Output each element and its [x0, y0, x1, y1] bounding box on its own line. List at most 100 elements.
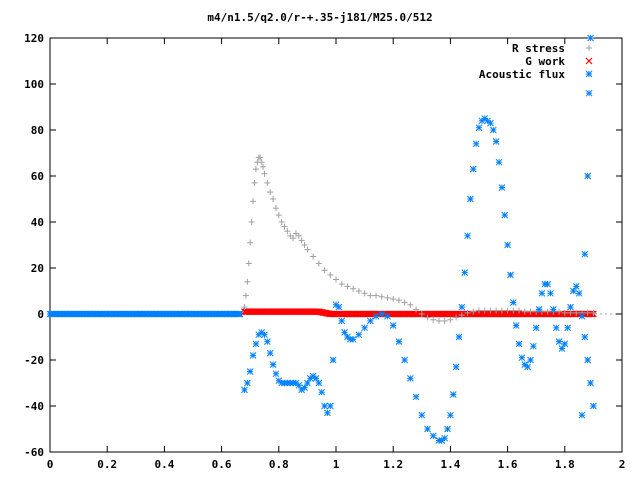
data-point: [498, 184, 506, 191]
data-point: [552, 324, 560, 332]
data-point: [581, 250, 589, 258]
x-tick-label: 2: [619, 458, 626, 471]
data-point: [350, 285, 357, 292]
data-point: [512, 322, 520, 329]
data-point: [384, 312, 391, 320]
data-point: [321, 402, 328, 410]
data-point: [550, 306, 557, 313]
data-point: [407, 375, 414, 382]
data-point: [269, 361, 277, 368]
legend-marker-acoustic-flux: [585, 70, 593, 78]
data-point: [458, 312, 465, 319]
data-point: [464, 309, 471, 316]
data-point: [455, 333, 463, 341]
data-point: [492, 138, 500, 145]
y-tick-label: -60: [24, 446, 44, 459]
data-point: [498, 307, 505, 314]
data-point: [366, 317, 374, 325]
data-point: [355, 288, 362, 294]
data-point: [243, 379, 251, 387]
data-point: [467, 195, 474, 203]
data-point: [547, 289, 554, 297]
x-tick-label: 1.4: [440, 458, 460, 471]
data-point: [244, 278, 251, 285]
data-point: [590, 309, 597, 316]
data-point: [507, 271, 514, 279]
x-tick-label: 0.6: [212, 458, 232, 471]
data-point: [367, 292, 374, 299]
data-point: [333, 276, 339, 283]
data-point: [389, 322, 397, 329]
data-point: [584, 309, 591, 316]
chart-title: m4/n1.5/q2.0/r-+.35-j181/M25.0/512: [207, 11, 432, 24]
data-point: [258, 159, 265, 166]
data-point: [275, 212, 282, 219]
data-point: [281, 223, 288, 230]
data-point: [372, 312, 380, 320]
data-point: [284, 228, 291, 235]
legend-marker-g-work: [585, 57, 593, 65]
data-point: [304, 246, 311, 253]
data-point: [509, 299, 517, 306]
y-tick-label: 20: [31, 262, 44, 275]
data-point: [338, 317, 346, 325]
data-point: [378, 293, 385, 300]
y-axis: -60 -40 -20 0 20 40 60 80 100 120: [24, 32, 622, 459]
data-point: [575, 289, 583, 297]
legend-label-acoustic-flux: Acoustic flux: [479, 68, 565, 81]
data-point: [395, 338, 403, 345]
data-point: [464, 232, 471, 240]
data-point: [556, 308, 563, 315]
data-point: [315, 260, 322, 267]
data-point: [504, 307, 511, 314]
data-point: [544, 280, 551, 288]
series-3: [578, 34, 594, 419]
data-point: [588, 310, 596, 318]
data-point: [418, 311, 425, 317]
data-point: [578, 312, 586, 320]
data-point: [401, 356, 408, 364]
data-point: [324, 409, 331, 417]
data-point: [390, 296, 397, 303]
data-point: [573, 309, 580, 316]
data-point: [310, 253, 317, 260]
data-point: [290, 235, 297, 242]
y-tick-label: -20: [24, 354, 44, 367]
x-tick-label: 1.8: [555, 458, 575, 471]
data-point: [493, 307, 500, 314]
data-point: [341, 329, 348, 336]
data-point: [321, 267, 328, 274]
data-point: [470, 308, 477, 315]
y-tick-label: -40: [24, 400, 44, 413]
plot-frame: [49, 37, 623, 453]
data-point: [518, 354, 526, 362]
data-point: [424, 425, 431, 433]
data-point: [567, 303, 574, 311]
data-point: [384, 294, 391, 301]
data-point: [458, 303, 466, 311]
data-point: [529, 342, 537, 350]
data-point: [264, 338, 271, 345]
data-point: [516, 307, 523, 314]
data-point: [578, 411, 586, 419]
data-point: [489, 126, 497, 134]
data-point: [241, 304, 248, 311]
data-point: [248, 219, 255, 225]
legend: R stress G work Acoustic flux: [479, 42, 593, 81]
data-point: [453, 314, 460, 321]
data-point: [538, 289, 546, 297]
data-point: [452, 363, 460, 371]
data-point: [318, 388, 326, 396]
data-point: [447, 316, 454, 323]
x-tick-label: 0: [47, 458, 54, 471]
data-point: [532, 324, 540, 332]
data-point: [581, 333, 589, 341]
data-point: [585, 89, 593, 97]
data-point: [441, 317, 448, 324]
data-point: [587, 310, 594, 318]
x-tick-label: 1.2: [383, 458, 403, 471]
data-point: [246, 368, 254, 375]
data-point: [361, 324, 368, 332]
data-point: [261, 331, 268, 339]
data-point: [315, 379, 323, 387]
